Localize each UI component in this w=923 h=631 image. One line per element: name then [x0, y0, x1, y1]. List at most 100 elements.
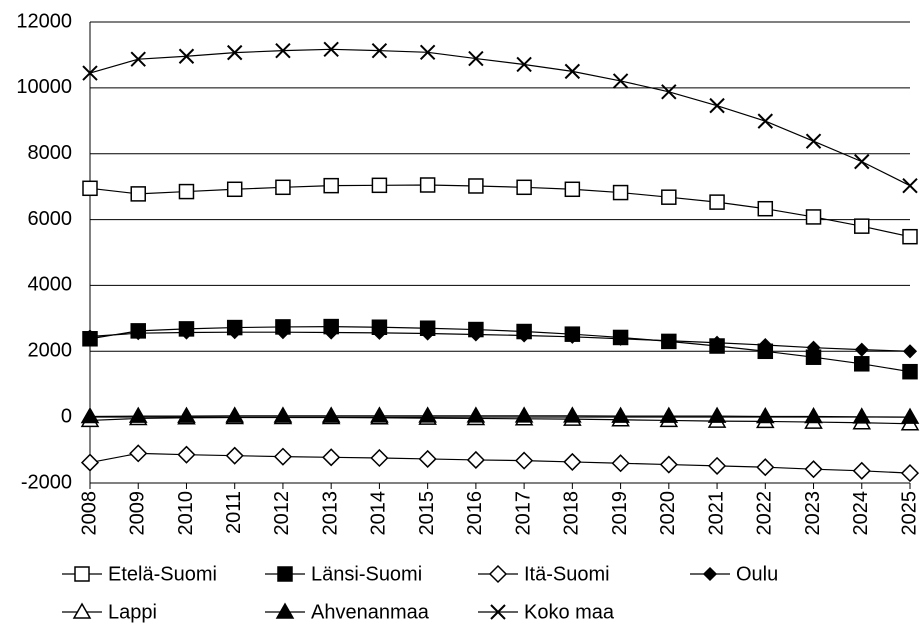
data-point [902, 363, 918, 380]
series-line [89, 48, 911, 187]
data-point [900, 464, 920, 483]
x-tick-label: 2019 [609, 491, 631, 536]
data-point [804, 460, 823, 479]
legend-label: Länsi-Suomi [311, 563, 422, 585]
data-point [612, 73, 629, 89]
data-point [82, 65, 98, 81]
data-point [372, 325, 387, 340]
x-tick-label: 2022 [754, 491, 776, 536]
data-point [756, 406, 775, 424]
data-point [273, 406, 293, 423]
series-line [89, 416, 911, 425]
series-line [89, 452, 911, 474]
data-point [900, 407, 920, 424]
legend-item: Lappi [62, 601, 157, 623]
data-point [563, 452, 582, 471]
data-point [177, 445, 196, 464]
legend-label: Itä-Suomi [524, 563, 610, 585]
x-tick-label: 2010 [175, 491, 197, 536]
legend-label: Ahvenanmaa [311, 601, 430, 623]
data-point [854, 218, 870, 234]
data-point [225, 446, 244, 465]
data-point [564, 181, 581, 198]
legend-label: Koko maa [524, 601, 615, 623]
y-tick-label: 4000 [28, 274, 73, 296]
data-point [613, 331, 628, 346]
data-point [709, 97, 725, 114]
data-point [902, 177, 918, 194]
data-point [419, 44, 436, 61]
data-point [129, 444, 148, 463]
data-point [661, 333, 676, 348]
legend-marker [72, 602, 92, 619]
x-tick-label: 2011 [223, 491, 245, 534]
legend-item: Oulu [690, 563, 778, 585]
data-point [418, 449, 437, 469]
x-tick-label: 2015 [416, 491, 438, 536]
data-point [852, 461, 871, 480]
data-point [804, 406, 823, 424]
data-point [321, 406, 341, 423]
data-point [514, 406, 534, 423]
data-point [757, 200, 774, 217]
x-tick-label: 2024 [850, 491, 872, 536]
data-point [226, 181, 243, 198]
x-tick-label: 2012 [271, 491, 293, 536]
data-point [852, 407, 872, 424]
data-point [515, 451, 534, 470]
data-point [322, 448, 341, 467]
data-point [563, 406, 582, 423]
data-point [227, 325, 242, 340]
data-point [611, 406, 630, 423]
data-point [82, 180, 98, 197]
data-point [516, 179, 532, 196]
data-point [707, 406, 727, 423]
data-point [273, 447, 293, 466]
data-point [611, 454, 630, 473]
data-point [516, 56, 532, 73]
data-point [178, 48, 195, 64]
series-line [89, 415, 911, 418]
data-point [178, 183, 195, 200]
x-tick-label: 2023 [802, 491, 824, 536]
y-tick-label: 0 [61, 405, 72, 427]
data-point [468, 50, 484, 67]
y-tick-label: 6000 [28, 208, 73, 230]
data-point [323, 41, 339, 58]
x-tick-label: 2016 [464, 491, 486, 536]
data-point [371, 42, 388, 59]
data-point [177, 406, 196, 423]
y-tick-label: -2000 [21, 471, 72, 493]
data-point [659, 455, 678, 474]
data-point [564, 63, 581, 80]
data-point [80, 453, 100, 472]
data-point [130, 51, 146, 67]
data-point [324, 325, 339, 340]
data-point [805, 209, 822, 225]
data-point [131, 326, 146, 341]
data-point [80, 406, 100, 424]
data-point [466, 450, 485, 470]
y-tick-label: 12000 [16, 10, 72, 32]
y-tick-label: 2000 [28, 340, 73, 362]
data-point [612, 184, 629, 201]
series-line [89, 325, 911, 373]
data-point [371, 177, 388, 194]
data-point [275, 179, 291, 196]
legend-item: Koko maa [478, 601, 615, 623]
x-tick-label: 2021 [705, 491, 727, 536]
data-point [226, 44, 243, 61]
data-point [468, 178, 484, 194]
data-point [661, 189, 677, 205]
data-point [466, 406, 486, 423]
legend-marker [490, 604, 506, 620]
data-point [418, 406, 437, 423]
data-point [661, 84, 677, 100]
y-tick-label: 8000 [28, 142, 73, 164]
data-point [82, 329, 98, 344]
data-point [854, 356, 870, 372]
legend-item: Ahvenanmaa [265, 601, 430, 623]
legend-label: Lappi [108, 601, 157, 623]
data-point [275, 325, 291, 340]
